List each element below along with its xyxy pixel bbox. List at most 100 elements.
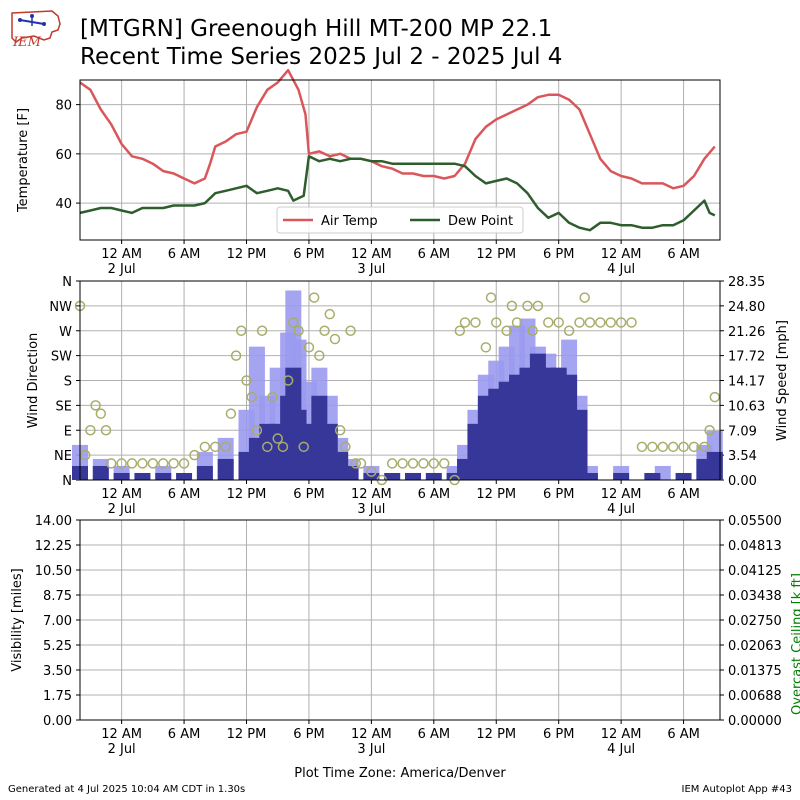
x-axis-label: Plot Time Zone: America/Denver: [294, 766, 506, 781]
wind-direction-tick-label: NW: [49, 300, 72, 315]
wind-direction-axis-label: Wind Direction: [26, 333, 41, 429]
wind-speed-bar: [155, 472, 172, 480]
wind-direction-marker: [438, 458, 450, 469]
wind-speed-bar: [613, 472, 630, 480]
wind-direction-marker: [386, 458, 398, 469]
ceiling-tick-label: 0.00688: [728, 689, 782, 704]
wind-direction-marker: [236, 325, 247, 336]
x-tick-label: 12 AM: [351, 247, 392, 262]
wind-direction-tick-label: SE: [56, 399, 72, 414]
ceiling-tick-label: 0.02063: [728, 639, 782, 654]
wind-direction-marker: [418, 458, 429, 469]
temperature-panel-frame: [79, 79, 721, 241]
visibility-tick-label: 3.50: [43, 664, 72, 679]
x-tick-label: 6 AM: [418, 487, 451, 502]
wind-direction-marker: [699, 441, 710, 453]
wind-speed-bar: [581, 472, 598, 480]
wind-direction-marker: [485, 292, 497, 303]
wind-direction-marker: [225, 408, 237, 419]
wind-direction-tick-label: SW: [51, 350, 72, 365]
wind-direction-marker: [314, 350, 325, 361]
wind-direction-tick-label: W: [59, 325, 72, 340]
wind-speed-tick-label: 14.17: [728, 375, 765, 390]
wind-speed-tick-label: 10.63: [728, 399, 765, 414]
wind-direction-marker: [527, 325, 538, 336]
dew-point-line: [79, 155, 716, 232]
wind-direction-marker: [667, 441, 679, 453]
visibility-tick-label: 12.25: [35, 539, 72, 554]
wind-speed-bar: [446, 472, 463, 480]
x-tick-label: 12 AM: [351, 727, 392, 742]
wind-speed-tick-label: 24.80: [728, 300, 765, 315]
wind-direction-marker: [262, 441, 273, 453]
x-tick-label: 6 PM: [293, 727, 324, 742]
wind-direction-marker: [293, 325, 304, 336]
logo-text: IEM: [12, 35, 42, 50]
wind-direction-marker: [319, 325, 330, 336]
footer-generated-text: Generated at 4 Jul 2025 10:04 AM CDT in …: [8, 784, 246, 795]
wind-speed-tick-label: 0.00: [728, 474, 757, 489]
wind-speed-bar: [384, 472, 401, 480]
x-tick-label: 12 PM: [476, 247, 516, 262]
wind-direction-marker: [579, 292, 590, 303]
wind-direction-marker: [636, 441, 648, 453]
visibility-panel-frame: [79, 519, 721, 721]
y-tick-label: 40: [55, 197, 72, 212]
wind-direction-marker: [345, 325, 356, 336]
wind-direction-marker: [657, 441, 669, 453]
wind-direction-marker: [709, 391, 721, 403]
footer-app-label: IEM Autoplot App #43: [681, 784, 792, 795]
wind-direction-marker: [506, 300, 518, 312]
x-tick-label: 12 AM: [351, 487, 392, 502]
wind-direction-marker: [428, 458, 440, 469]
wind-direction-marker: [116, 458, 127, 469]
wind-speed-bar: [196, 465, 213, 480]
wind-speed-tick-label: 3.54: [728, 449, 757, 464]
wind-speed-bar: [134, 472, 151, 480]
wind-speed-bar: [706, 451, 723, 480]
wind-direction-marker: [256, 325, 268, 336]
wind-direction-marker: [282, 375, 294, 386]
ceiling-tick-label: 0.01375: [728, 664, 782, 679]
x-tick-label: 12 PM: [227, 487, 267, 502]
wind-speed-tick-label: 17.72: [728, 350, 765, 365]
x-tick-label: 6 AM: [667, 727, 700, 742]
wind-speed-bar: [405, 472, 422, 480]
visibility-tick-label: 14.00: [35, 514, 72, 529]
wind-direction-tick-label: N: [62, 275, 72, 290]
legend-label-air-temp: Air Temp: [321, 214, 378, 229]
wind-direction-marker: [308, 292, 320, 303]
x-tick-label: 6 PM: [293, 487, 324, 502]
wind-direction-marker: [178, 458, 190, 469]
wind-direction-marker: [246, 391, 257, 403]
wind-direction-marker: [704, 425, 715, 436]
wind-direction-marker: [90, 400, 101, 411]
x-tick-label: 12 AM: [601, 487, 642, 502]
x-tick-label: 12 AM: [601, 727, 642, 742]
wind-direction-marker: [647, 441, 658, 453]
wind-direction-marker: [303, 342, 315, 353]
wind-direction-tick-label: E: [64, 424, 72, 439]
wind-direction-marker: [158, 458, 169, 469]
wind-panel-frame: [79, 280, 721, 481]
wind-direction-marker: [350, 458, 362, 469]
ceiling-axis-label: Overcast Ceiling [k ft]: [790, 573, 800, 715]
wind-direction-marker: [324, 308, 336, 320]
wind-direction-marker: [241, 375, 252, 386]
air-temp-line: [79, 68, 716, 190]
x-tick-date-label: 3 Jul: [357, 742, 385, 757]
legend-box: [276, 206, 524, 234]
wind-direction-marker: [100, 425, 112, 436]
wind-direction-marker: [563, 325, 575, 336]
wind-direction-marker: [137, 458, 148, 469]
wind-direction-marker: [397, 458, 408, 469]
wind-direction-marker: [615, 317, 627, 328]
wind-speed-bar: [644, 472, 661, 480]
x-tick-label: 12 PM: [476, 487, 516, 502]
ceiling-tick-label: 0.05500: [728, 514, 782, 529]
x-tick-label: 6 PM: [543, 487, 574, 502]
wind-speed-bar: [217, 458, 234, 480]
wind-speed-bar: [176, 472, 193, 480]
wind-direction-marker: [199, 441, 211, 453]
